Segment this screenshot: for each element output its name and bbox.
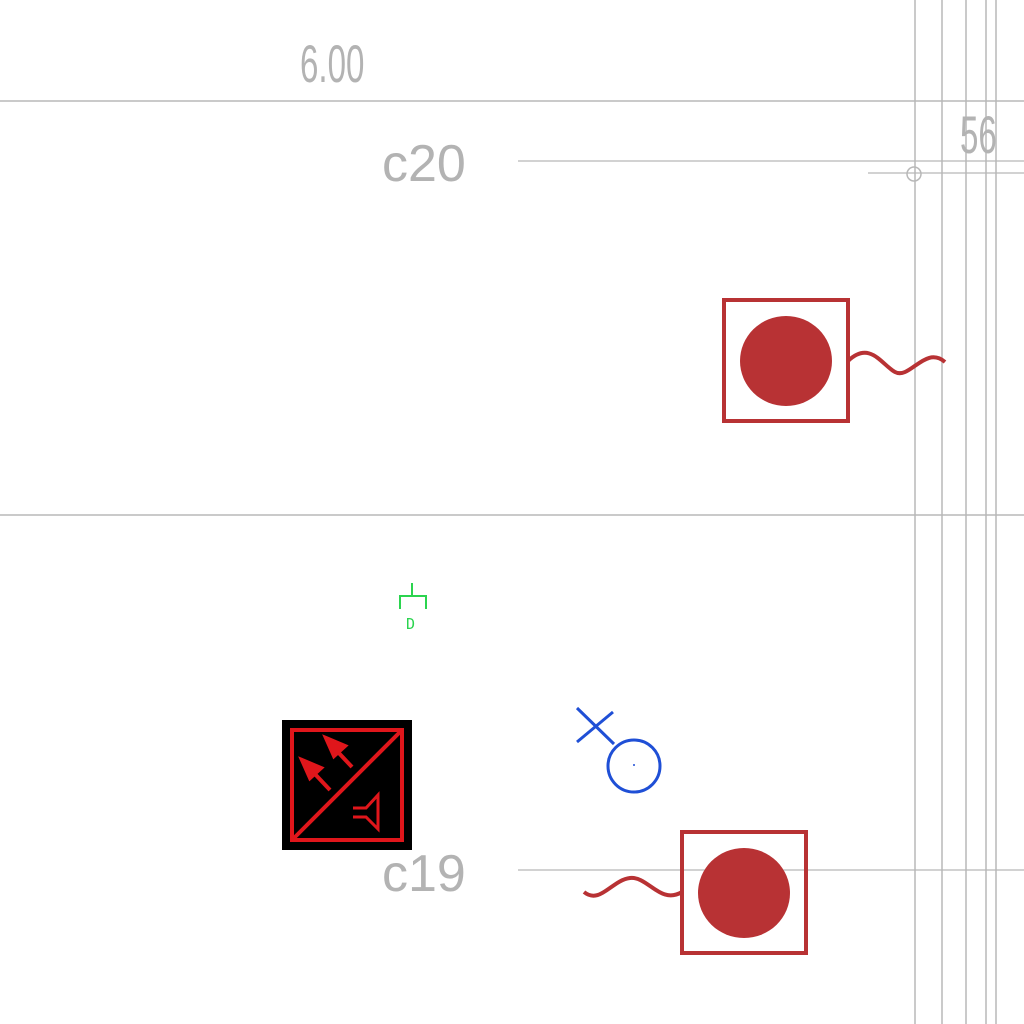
indicator-light-icon-lower[interactable] — [582, 830, 808, 955]
dimension-label: 6.00 — [300, 35, 364, 94]
fire-alarm-panel-icon[interactable] — [282, 720, 412, 850]
indicator-light-wave — [582, 875, 684, 898]
indicator-light-wave — [846, 350, 947, 376]
indicator-light-dot — [740, 316, 832, 406]
outlet-circle — [606, 738, 662, 794]
detector-code: D — [406, 615, 415, 633]
detector-bracket — [399, 595, 427, 609]
arrow-icon — [298, 734, 354, 792]
outlet-cross-stroke-b — [576, 710, 614, 744]
panel-red-frame — [290, 728, 404, 842]
detector-icon[interactable]: D — [399, 583, 427, 633]
indicator-light-dot — [698, 848, 790, 938]
column-label-c19: c19 — [382, 845, 466, 903]
speaker-icon — [353, 791, 380, 833]
column-label-c20: c20 — [382, 135, 466, 193]
outlet-icon[interactable] — [575, 706, 662, 794]
edge-value-label: 56 — [960, 106, 997, 165]
indicator-light-icon-upper[interactable] — [722, 298, 947, 423]
panel-diagonal — [292, 730, 402, 840]
outlet-center-dot — [633, 764, 635, 766]
grid-node-marker — [906, 166, 922, 182]
